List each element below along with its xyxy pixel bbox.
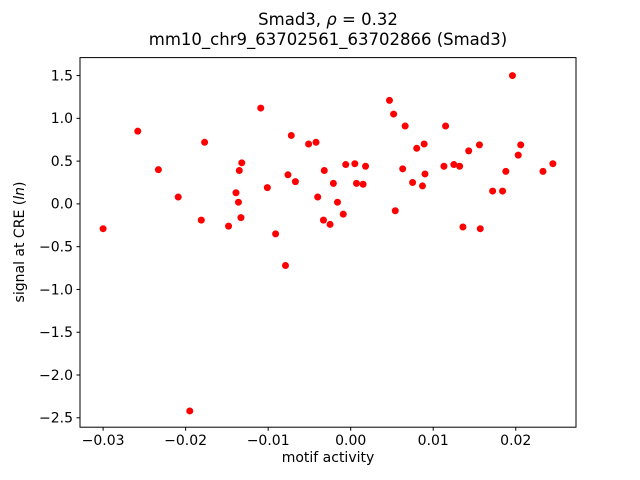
x-tick-label: 0.01 (418, 433, 449, 449)
chart-title-line1: Smad3, ρ = 0.32 (80, 10, 576, 30)
scatter-point (508, 72, 516, 80)
y-tick-label: −2.5 (39, 411, 73, 427)
scatter-point (489, 187, 497, 195)
scatter-point (320, 167, 328, 175)
scatter-point (514, 151, 522, 159)
scatter-point (352, 179, 360, 187)
scatter-point (99, 225, 107, 233)
scatter-point (476, 225, 484, 233)
scatter-point (319, 216, 327, 224)
scatter-point (326, 220, 334, 228)
scatter-point (314, 193, 322, 201)
scatter-point (232, 189, 240, 197)
scatter-point (549, 160, 557, 168)
x-tick-label: −0.01 (247, 433, 290, 449)
y-tick-label: 1.0 (51, 111, 73, 127)
title-rho-symbol: ρ (326, 10, 337, 29)
y-tick-label: −1.0 (39, 282, 73, 298)
scatter-point (305, 140, 313, 148)
scatter-point (263, 184, 271, 192)
scatter-point (517, 141, 525, 149)
y-tick-label: 1.5 (51, 68, 73, 84)
scatter-point (284, 171, 292, 179)
scatter-point (385, 96, 393, 104)
scatter-point (201, 138, 209, 146)
scatter-point (287, 131, 295, 139)
y-tick-label: −0.5 (39, 239, 73, 255)
x-tick-label: 0.00 (335, 433, 366, 449)
scatter-point (174, 193, 182, 201)
title-correlation-value: = 0.32 (336, 10, 398, 29)
scatter-point (401, 122, 409, 130)
scatter-point (456, 162, 464, 170)
scatter-point (234, 198, 242, 206)
y-tick-label: 0.0 (51, 197, 73, 213)
y-tick-label: −2.0 (39, 368, 73, 384)
y-axis-label-suffix: ) (12, 181, 28, 188)
scatter-point (359, 180, 367, 188)
scatter-point (459, 223, 467, 231)
scatter-point (502, 167, 510, 175)
scatter-point (475, 141, 483, 149)
scatter-point (362, 162, 370, 170)
scatter-point (413, 144, 421, 152)
scatter-point (418, 182, 426, 190)
scatter-point (257, 104, 265, 112)
scatter-point (237, 214, 245, 222)
scatter-point (312, 138, 320, 146)
scatter-point (499, 187, 507, 195)
x-tick-label: 0.02 (500, 433, 531, 449)
scatter-point (442, 122, 450, 130)
scatter-point (154, 166, 162, 174)
scatter-point (197, 216, 205, 224)
scatter-point (186, 407, 194, 415)
y-axis-label-ln: ln (12, 187, 28, 200)
scatter-point (420, 140, 428, 148)
scatter-point (391, 207, 399, 215)
scatter-point (225, 222, 233, 230)
chart-title: Smad3, ρ = 0.32 mm10_chr9_63702561_63702… (80, 10, 576, 50)
scatter-point (440, 162, 448, 170)
scatter-point (339, 210, 347, 218)
title-text-prefix: Smad3, (258, 10, 327, 29)
scatter-point (539, 167, 547, 175)
scatter-point (399, 165, 407, 173)
scatter-point (450, 161, 458, 169)
x-tick-label: −0.02 (164, 433, 207, 449)
y-axis-label-prefix: signal at CRE ( (12, 199, 28, 303)
scatter-point (351, 160, 359, 168)
y-tick-label: 0.5 (51, 154, 73, 170)
scatter-point (281, 262, 289, 269)
scatter-point (465, 147, 473, 155)
scatter-point (134, 127, 142, 135)
scatter-point (390, 110, 398, 118)
scatter-point (235, 167, 243, 175)
y-tick-label: −1.5 (39, 325, 73, 341)
scatter-point (272, 230, 280, 238)
y-axis-label: signal at CRE (ln) (12, 182, 28, 303)
scatter-point (409, 179, 417, 187)
x-tick-label: −0.03 (82, 433, 125, 449)
scatter-point (329, 179, 337, 187)
scatter-point (238, 159, 246, 167)
scatter-point (291, 178, 299, 186)
scatter-point (421, 170, 429, 178)
chart-subtitle: mm10_chr9_63702561_63702866 (Smad3) (148, 30, 508, 49)
x-axis-label: motif activity (281, 450, 375, 466)
scatter-point (342, 161, 350, 169)
scatter-point (333, 198, 341, 206)
plot-border (79, 57, 577, 428)
